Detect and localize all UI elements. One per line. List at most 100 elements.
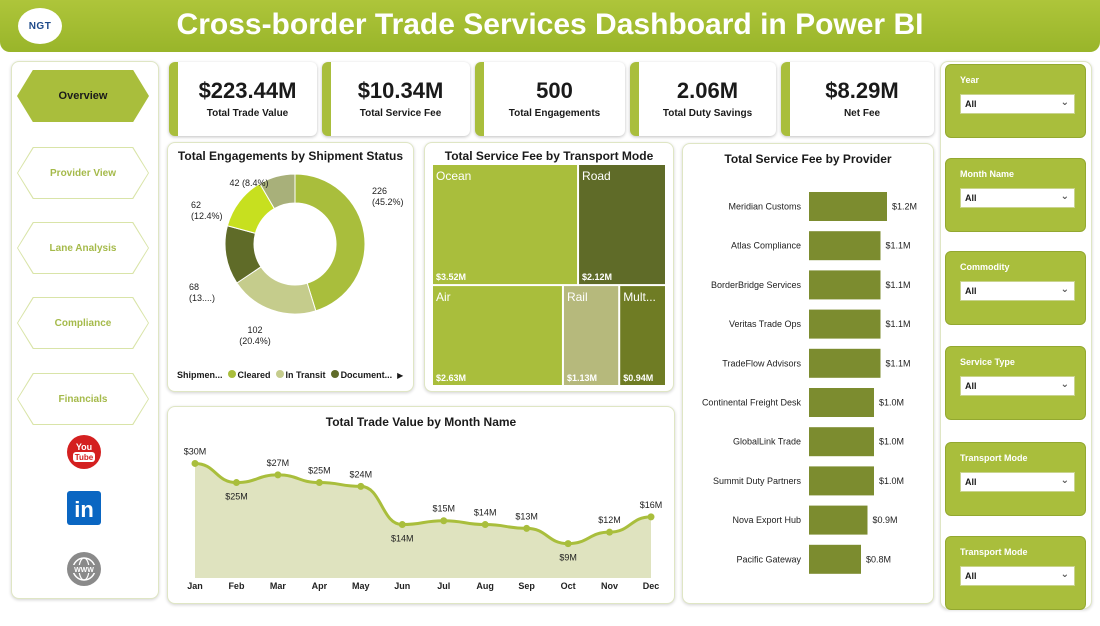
nav-compliance-label: Compliance	[54, 317, 112, 329]
bar-category-label: Atlas Compliance	[731, 241, 801, 251]
bar-value-label: $1.1M	[886, 241, 911, 251]
donut-slice-cleared[interactable]	[294, 173, 366, 312]
bar-veritas-trade-ops[interactable]	[809, 309, 881, 339]
legend-label: In Transit	[285, 370, 326, 380]
treemap-cell-label: Mult...	[623, 290, 656, 304]
nav-compliance[interactable]: Compliance	[17, 297, 149, 349]
bar-pacific-gateway[interactable]	[809, 544, 861, 574]
bar-category-label: BorderBridge Services	[711, 280, 802, 290]
kpi-value: 500	[536, 78, 573, 103]
kpi-label: Total Service Fee	[359, 108, 442, 119]
nav-overview[interactable]: Overview	[17, 70, 149, 122]
donut-data-label: 68 (13....)	[189, 282, 215, 303]
bar-value-label: $1.0M	[879, 398, 904, 408]
treemap-value-label: $0.94M	[623, 373, 653, 383]
bar-value-label: $0.9M	[873, 515, 898, 525]
kpi-label: Total Engagements	[508, 108, 601, 119]
bar-tradeflow-advisors[interactable]	[809, 348, 881, 378]
dropdown-value: All	[965, 99, 977, 109]
chevron-down-icon: ⌄	[1060, 475, 1069, 486]
line-point-sep[interactable]	[523, 524, 531, 532]
page-title: Cross-border Trade Services Dashboard in…	[176, 8, 924, 41]
line-data-label: $13M	[515, 511, 538, 521]
year-dropdown[interactable]: All ⌄	[960, 94, 1075, 114]
commodity-dropdown[interactable]: All ⌄	[960, 281, 1075, 301]
x-tick-label: May	[352, 581, 370, 591]
line-data-label: $24M	[350, 469, 373, 479]
legend-item-in-transit[interactable]: In Transit	[275, 370, 326, 380]
bar-continental-freight-desk[interactable]	[809, 388, 874, 417]
bar-atlas-compliance[interactable]	[809, 231, 881, 261]
dropdown-value: All	[965, 381, 977, 391]
slicer-panel	[940, 61, 1092, 609]
nav-panel: Overview Provider View Lane Analysis Com…	[11, 61, 159, 599]
line-point-jun[interactable]	[398, 521, 406, 529]
bar-meridian-customs[interactable]	[809, 192, 887, 221]
nav-provider-view[interactable]: Provider View	[17, 147, 149, 199]
bar-value-label: $1.1M	[886, 280, 911, 290]
bar-value-label: $0.8M	[866, 554, 891, 564]
youtube-icon[interactable]: You Tube	[66, 434, 102, 470]
legend-label: Document...	[340, 370, 393, 380]
bar-category-label: Nova Export Hub	[732, 515, 801, 525]
globe-word: WWW	[74, 567, 94, 574]
bar-nova-export-hub[interactable]	[809, 505, 868, 535]
line-point-jan[interactable]	[191, 459, 199, 467]
line-point-feb[interactable]	[232, 479, 240, 487]
globe-icon[interactable]: WWW	[66, 551, 102, 587]
service-type-dropdown[interactable]: All ⌄	[960, 376, 1075, 396]
x-tick-label: Jan	[187, 581, 203, 591]
line-point-aug[interactable]	[481, 521, 489, 529]
treemap-cell-road[interactable]	[579, 165, 665, 285]
slicer-transport-mode-2: Transport Mode All ⌄	[945, 536, 1086, 610]
bar-value-label: $1.2M	[892, 202, 917, 212]
legend-next-arrow-icon[interactable]: ▶	[397, 370, 404, 380]
treemap-cell-rail[interactable]	[563, 286, 619, 385]
donut-chart-title: Total Engagements by Shipment Status	[177, 149, 404, 163]
line-chart-title: Total Trade Value by Month Name	[325, 415, 517, 429]
linkedin-icon[interactable]: in	[66, 490, 102, 526]
line-point-may[interactable]	[357, 482, 365, 490]
x-tick-label: Nov	[601, 581, 618, 591]
treemap-cell-label: Road	[582, 169, 611, 183]
nav-provider-view-label: Provider View	[50, 167, 116, 179]
line-point-apr[interactable]	[315, 479, 323, 487]
nav-financials[interactable]: Financials	[17, 373, 149, 425]
x-tick-label: Sep	[518, 581, 535, 591]
line-point-jul[interactable]	[440, 517, 448, 525]
nav-lane-analysis[interactable]: Lane Analysis	[17, 222, 149, 274]
donut-slice-other-b[interactable]	[259, 173, 296, 210]
line-point-nov[interactable]	[606, 528, 614, 536]
line-point-mar[interactable]	[274, 471, 282, 479]
line-point-oct[interactable]	[564, 540, 572, 548]
treemap-cell-air[interactable]	[433, 286, 562, 385]
transport-mode-dropdown-2[interactable]: All ⌄	[960, 566, 1075, 586]
bar-chart-card: Total Service Fee by Provider	[682, 143, 934, 604]
slicer-transport-mode: Transport Mode All ⌄	[945, 442, 1086, 516]
treemap-cell-ocean[interactable]	[433, 165, 578, 285]
month-dropdown[interactable]: All ⌄	[960, 188, 1075, 208]
bar-borderbridge-services[interactable]	[809, 270, 881, 300]
legend-item-documentation[interactable]: Document...	[330, 370, 393, 380]
line-data-label: $30M	[184, 446, 207, 456]
kpi-value: $10.34M	[357, 78, 444, 103]
legend-title: Shipmen...	[177, 370, 223, 380]
slicer-label: Transport Mode	[960, 453, 1028, 463]
treemap-value-label: $2.12M	[582, 272, 612, 282]
treemap-value-label: $3.52M	[436, 272, 466, 282]
area-chart: $30M Jan $25M Feb $27M Mar $25M Apr $24M May $14M J…	[184, 446, 663, 591]
kpi-total-engagements: 500 Total Engagements	[475, 62, 625, 136]
bar-globallink-trade[interactable]	[809, 427, 874, 457]
bar-category-label: Veritas Trade Ops	[729, 319, 802, 329]
legend-item-cleared[interactable]: Cleared	[227, 370, 271, 380]
ngt-logo: NGT	[18, 8, 62, 44]
slicer-commodity: Commodity All ⌄	[945, 251, 1086, 325]
transport-mode-dropdown[interactable]: All ⌄	[960, 472, 1075, 492]
line-point-dec[interactable]	[647, 513, 655, 521]
bar-summit-duty-partners[interactable]	[809, 466, 874, 496]
kpi-total-duty-savings: 2.06M Total Duty Savings	[630, 62, 776, 136]
bar-value-label: $1.1M	[886, 358, 911, 368]
bar-value-label: $1.0M	[879, 437, 904, 447]
line-data-label: $14M	[474, 508, 497, 518]
treemap-cell-mult[interactable]	[620, 286, 665, 385]
